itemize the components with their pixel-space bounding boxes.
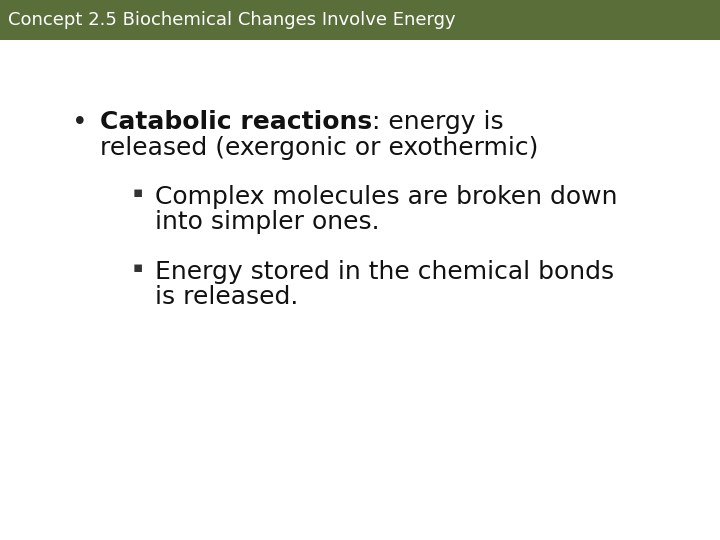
Text: •: •	[72, 110, 88, 136]
Text: is released.: is released.	[155, 285, 298, 309]
Text: Catabolic reactions: Catabolic reactions	[100, 110, 372, 134]
Text: Concept 2.5 Biochemical Changes Involve Energy: Concept 2.5 Biochemical Changes Involve …	[8, 11, 456, 29]
Text: ▪: ▪	[133, 185, 143, 200]
Text: Complex molecules are broken down: Complex molecules are broken down	[155, 185, 618, 209]
Text: ▪: ▪	[133, 260, 143, 275]
Bar	[0, 0, 720, 40]
Text: : energy is: : energy is	[372, 110, 504, 134]
Text: into simpler ones.: into simpler ones.	[155, 210, 379, 234]
Text: Energy stored in the chemical bonds: Energy stored in the chemical bonds	[155, 260, 614, 284]
Text: released (exergonic or exothermic): released (exergonic or exothermic)	[100, 136, 539, 160]
